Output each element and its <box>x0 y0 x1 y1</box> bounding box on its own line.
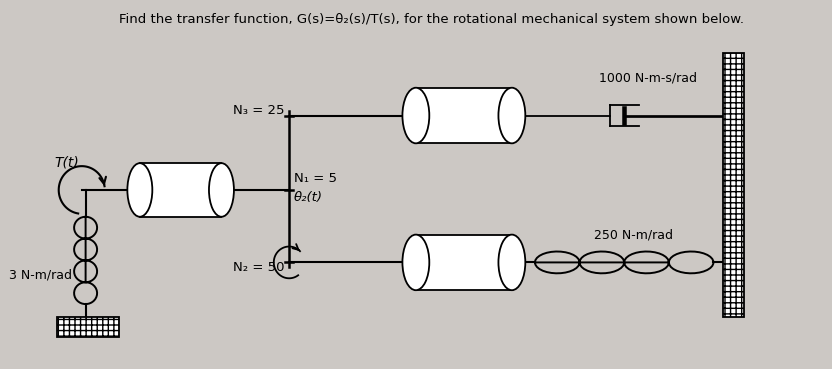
Text: N₁ = 5: N₁ = 5 <box>294 172 337 184</box>
Text: N₃ = 25: N₃ = 25 <box>233 104 285 117</box>
Text: Find the transfer function, G(s)=θ₂(s)/T(s), for the rotational mechanical syste: Find the transfer function, G(s)=θ₂(s)/T… <box>119 13 744 26</box>
Text: 3 kg-m²: 3 kg-m² <box>156 184 205 197</box>
Bar <box>57 317 119 337</box>
Text: 1000 N-m-s/rad: 1000 N-m-s/rad <box>599 71 697 84</box>
Bar <box>723 53 744 317</box>
Text: 200 kg-m²: 200 kg-m² <box>432 257 496 270</box>
Ellipse shape <box>403 88 429 143</box>
Text: 200 kg-m²: 200 kg-m² <box>432 110 496 123</box>
Text: θ₂(t): θ₂(t) <box>294 192 323 204</box>
Text: N₂ = 50: N₂ = 50 <box>233 261 285 274</box>
Ellipse shape <box>209 163 234 217</box>
Ellipse shape <box>403 235 429 290</box>
Ellipse shape <box>127 163 152 217</box>
Bar <box>416 235 512 290</box>
Ellipse shape <box>498 88 525 143</box>
Text: T(t): T(t) <box>55 155 80 169</box>
Ellipse shape <box>498 235 525 290</box>
Text: 250 N-m/rad: 250 N-m/rad <box>594 228 673 241</box>
Bar <box>416 88 512 143</box>
Bar <box>140 163 221 217</box>
Text: 3 N-m/rad: 3 N-m/rad <box>9 269 72 282</box>
